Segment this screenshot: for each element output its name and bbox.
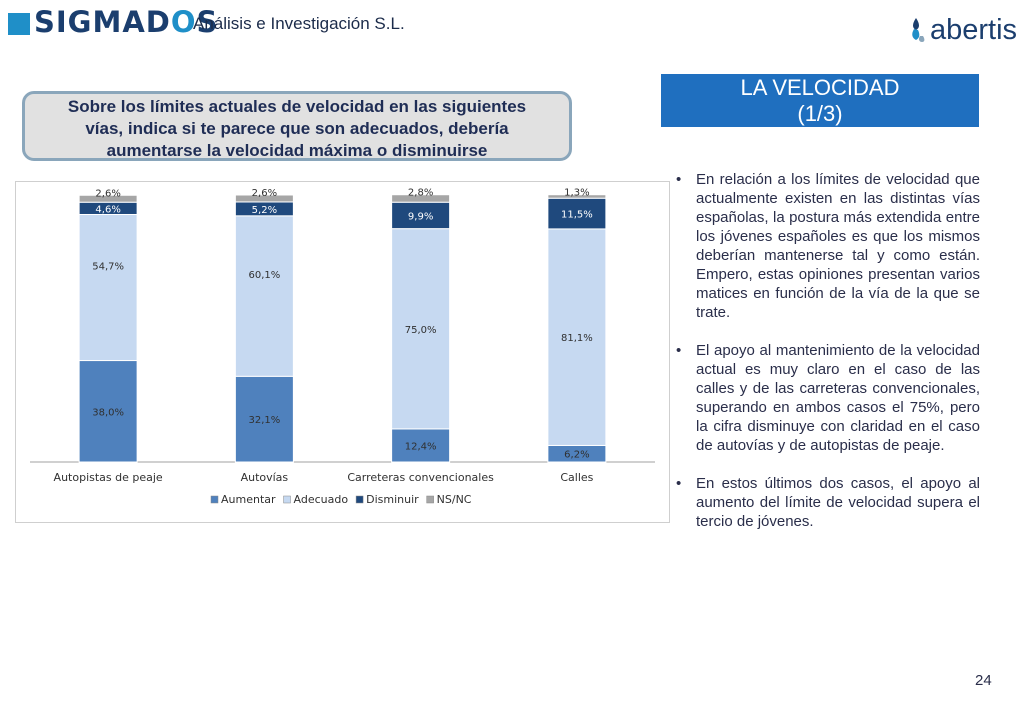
- bar-aumentar-3: [391, 428, 451, 463]
- data-label-disminuir-4: 11,5%: [561, 210, 593, 221]
- bar-aumentar-2: [234, 375, 294, 463]
- legend-swatch-1: [210, 495, 219, 504]
- category-label-1: Autopistas de peaje: [54, 471, 163, 484]
- data-label-nsnc-2: 2,6%: [252, 188, 277, 199]
- data-label-nsnc-4: 1,3%: [564, 188, 589, 199]
- data-label-adecuado-2: 60,1%: [248, 270, 280, 281]
- bar-nsnc-4: [547, 194, 607, 199]
- stacked-bar-chart: 38,0% 54,7% 4,6% 2,6% Autopistas de peaje 32,…: [30, 188, 655, 506]
- brand-square: [8, 13, 30, 35]
- data-label-adecuado-3: 75,0%: [405, 325, 437, 336]
- category-label-4: Calles: [560, 471, 593, 484]
- legend-label-4: NS/NC: [437, 493, 472, 506]
- bar-disminuir-3: [391, 201, 451, 230]
- bullet-item-3: En estos últimos dos casos, el apoyo al …: [676, 474, 980, 531]
- bullet-item-2: El apoyo al mantenimiento de la velocida…: [676, 341, 980, 455]
- question-line-1: Sobre los límites actuales de velocidad …: [67, 97, 527, 116]
- question-box: Sobre los límites actuales de velocidad …: [22, 91, 572, 161]
- legend-label-3: Disminuir: [366, 493, 419, 506]
- data-label-nsnc-3: 2,8%: [408, 188, 433, 199]
- bullet-list: En relación a los límites de velocidad q…: [676, 170, 980, 550]
- brand-logo: SIGMADOS: [34, 5, 219, 39]
- bullet-item-1: En relación a los límites de velocidad q…: [676, 170, 980, 322]
- legend-swatch-2: [283, 495, 291, 504]
- category-label-3: Carreteras convencionales: [347, 471, 494, 484]
- bar-adecuado-4: [547, 228, 607, 446]
- data-label-aumentar-4: 6,2%: [564, 450, 589, 461]
- bar-disminuir-4: [547, 197, 607, 230]
- legend-swatch-3: [355, 495, 364, 504]
- slide-title-line-2: (1/3): [797, 101, 843, 126]
- question-line-2: vías, indica si te parece que son adecua…: [85, 119, 509, 138]
- abertis-logo: abertis: [908, 12, 1018, 48]
- bar-nsnc-1: [78, 194, 138, 203]
- abertis-wordmark: abertis: [930, 14, 1018, 46]
- category-label-2: Autovías: [241, 471, 289, 484]
- data-label-disminuir-1: 4,6%: [95, 204, 120, 215]
- brand-subtitle: Análisis e Investigación S.L.: [193, 14, 405, 33]
- slide-title: LA VELOCIDAD (1/3): [661, 74, 979, 127]
- bar-nsnc-3: [391, 194, 451, 203]
- legend-label-1: Aumentar: [221, 493, 276, 506]
- bar-adecuado-1: [78, 213, 138, 362]
- data-label-adecuado-4: 81,1%: [561, 333, 593, 344]
- slide-title-line-1: LA VELOCIDAD: [740, 75, 900, 100]
- abertis-drops-icon: [912, 18, 925, 42]
- data-label-disminuir-2: 5,2%: [252, 205, 277, 216]
- data-label-aumentar-3: 12,4%: [405, 441, 437, 452]
- legend-swatch-4: [426, 495, 434, 504]
- data-label-nsnc-1: 2,6%: [95, 188, 120, 199]
- question-line-3: aumentarse la velocidad máxima o disminu…: [106, 141, 488, 160]
- chart-frame: [15, 181, 670, 523]
- bar-adecuado-2: [234, 215, 294, 377]
- legend-label-2: Adecuado: [294, 493, 349, 506]
- page-number: 24: [975, 672, 992, 689]
- bar-aumentar-1: [78, 360, 138, 463]
- bar-nsnc-2: [234, 194, 294, 203]
- data-label-adecuado-1: 54,7%: [92, 262, 124, 273]
- data-label-aumentar-1: 38,0%: [92, 407, 124, 418]
- bar-adecuado-3: [391, 228, 451, 430]
- data-label-aumentar-2: 32,1%: [248, 415, 280, 426]
- data-label-disminuir-3: 9,9%: [408, 211, 433, 222]
